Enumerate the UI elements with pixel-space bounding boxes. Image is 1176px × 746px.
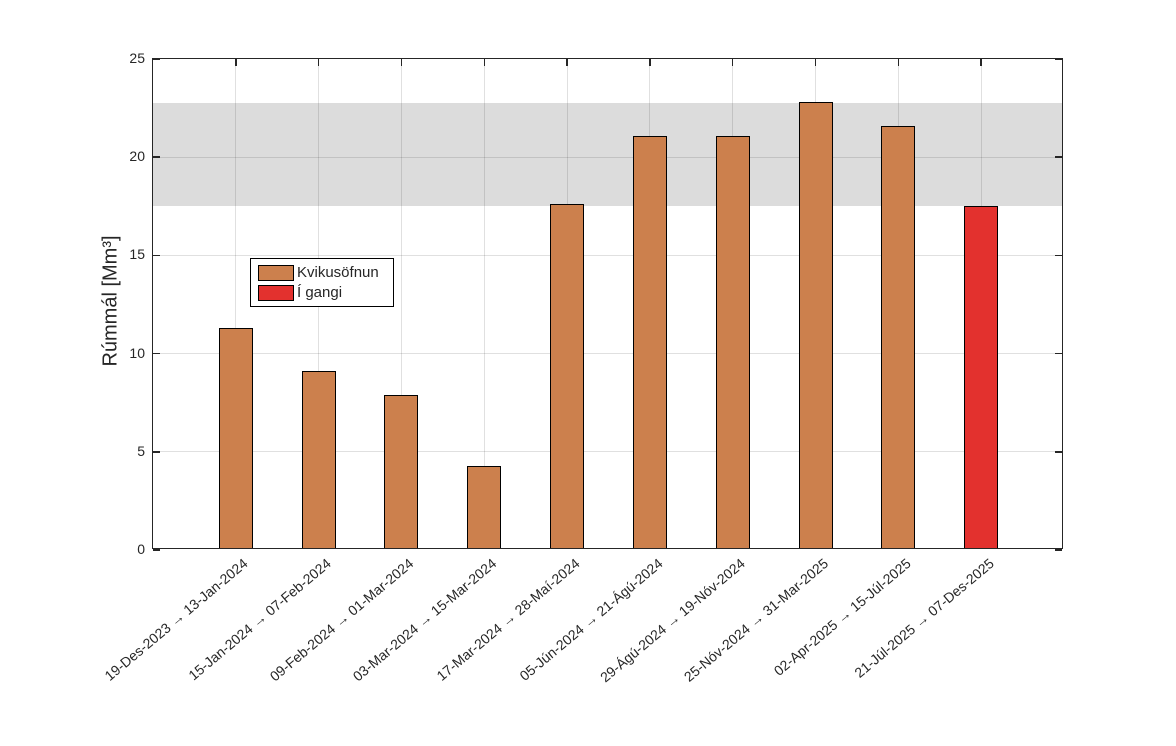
y-tick-label: 15 (129, 246, 145, 263)
y-tick-mark-right (1055, 156, 1062, 158)
bar (715, 135, 750, 548)
x-tick-label: 29-Ágú-2024 → 19-Nóv-2024 (597, 555, 749, 686)
bar (798, 102, 833, 548)
y-gridline (153, 353, 1062, 355)
x-tick-mark-top (731, 59, 734, 66)
bar (384, 394, 419, 548)
x-tick-mark-top (897, 59, 900, 66)
y-tick-label: 20 (129, 148, 145, 165)
y-tick-mark-left (153, 254, 160, 257)
legend-label-kvikusofnun: Kvikusöfnun (297, 264, 379, 281)
bar (881, 125, 916, 548)
y-gridline (153, 254, 1062, 256)
x-tick-mark-top (980, 59, 982, 66)
y-tick-mark-right (1055, 549, 1062, 551)
x-tick-label: 05-Jún-2024 → 21-Ágú-2024 (516, 555, 666, 684)
x-tick-mark-top (235, 59, 237, 66)
y-tick-label: 10 (129, 344, 145, 361)
x-tick-label: 25-Nóv-2024 → 31-Mar-2025 (680, 555, 831, 685)
bar (632, 135, 667, 548)
y-tick-label: 5 (137, 442, 145, 459)
legend-item: Kvikusöfnun (258, 264, 387, 281)
x-tick-mark-top (814, 59, 817, 66)
plot-area (152, 58, 1063, 551)
y-tick-mark-right (1055, 58, 1062, 60)
x-tick-label: 21-Júl-2025 → 07-Des-2025 (850, 555, 997, 681)
y-tick-mark-right (1055, 451, 1062, 453)
x-tick-label: 19-Des-2023 → 13-Jan-2024 (101, 555, 252, 684)
x-gridline (483, 59, 485, 548)
legend: Kvikusöfnun Í gangi (250, 258, 394, 307)
x-tick-mark-top (649, 59, 651, 66)
x-tick-label: 02-Apr-2025 → 15-Júl-2025 (770, 555, 914, 679)
reference-band (153, 103, 1062, 207)
y-axis-label: Rúmmál [Mm³] (99, 235, 122, 367)
y-tick-label: 0 (137, 541, 145, 557)
x-tick-mark-top (566, 59, 568, 66)
y-tick-mark-right (1055, 254, 1062, 257)
x-tick-label: 03-Mar-2024 → 15-Mar-2024 (349, 555, 500, 685)
x-tick-mark-top (317, 59, 320, 66)
y-tick-mark-left (153, 549, 160, 551)
y-tick-mark-right (1055, 352, 1062, 355)
bar (301, 371, 336, 548)
legend-item: Í gangi (258, 284, 387, 301)
x-tick-label: 15-Jan-2024 → 07-Feb-2024 (185, 555, 334, 684)
x-tick-mark-top (483, 59, 486, 66)
legend-swatch-kvikusofnun (258, 264, 294, 281)
x-tick-label: 17-Mar-2024 → 28-Maí-2024 (433, 555, 583, 684)
y-tick-mark-left (153, 58, 160, 60)
y-tick-mark-left (153, 156, 160, 158)
bar (964, 206, 999, 548)
legend-label-i-gangi: Í gangi (297, 284, 343, 301)
y-tick-label: 25 (129, 50, 145, 66)
y-tick-mark-left (153, 451, 160, 453)
bar (218, 328, 253, 548)
x-gridline (235, 59, 237, 548)
x-tick-mark-top (400, 59, 403, 66)
x-tick-label: 09-Feb-2024 → 01-Mar-2024 (266, 555, 417, 685)
y-tick-mark-left (153, 352, 160, 355)
legend-swatch-i-gangi (258, 284, 294, 301)
bar (550, 204, 585, 548)
x-gridline (400, 59, 402, 548)
bar (467, 465, 502, 548)
y-gridline (153, 451, 1062, 453)
y-gridline (153, 156, 1062, 158)
